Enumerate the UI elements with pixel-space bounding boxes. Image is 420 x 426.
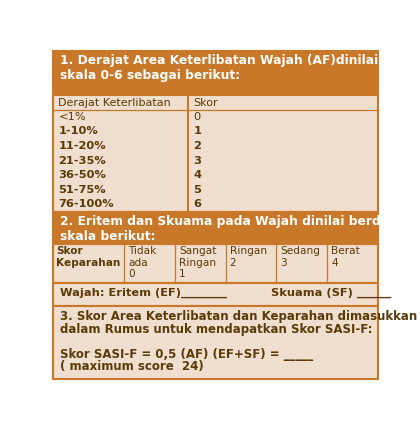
Text: 6: 6 <box>194 199 202 209</box>
Text: 21-35%: 21-35% <box>58 155 106 166</box>
Text: 76-100%: 76-100% <box>58 199 114 209</box>
Bar <box>52 51 378 95</box>
Text: Sangat
Ringan
1: Sangat Ringan 1 <box>179 246 216 279</box>
Bar <box>52 306 378 379</box>
Text: 2. Eritem dan Skuama pada Wajah dinilai berdasarkan
skala berikut:: 2. Eritem dan Skuama pada Wajah dinilai … <box>60 215 420 243</box>
Bar <box>52 283 378 306</box>
Text: 11-20%: 11-20% <box>58 141 106 151</box>
Text: 51-75%: 51-75% <box>58 185 106 195</box>
Text: 4: 4 <box>194 170 202 180</box>
Text: 3. Skor Area Keterlibatan dan Keparahan dimasukkan: 3. Skor Area Keterlibatan dan Keparahan … <box>60 310 417 323</box>
Text: Sedang
3: Sedang 3 <box>281 246 320 268</box>
Text: 1-10%: 1-10% <box>58 127 98 136</box>
Text: 5: 5 <box>194 185 201 195</box>
Text: Berat
4: Berat 4 <box>331 246 360 268</box>
Text: dalam Rumus untuk mendapatkan Skor SASI-F:: dalam Rumus untuk mendapatkan Skor SASI-… <box>60 323 372 336</box>
Text: Tidak
ada
0: Tidak ada 0 <box>128 246 156 279</box>
Text: Wajah: Eritem (EF)________           Skuama (SF) ______: Wajah: Eritem (EF)________ Skuama (SF) _… <box>60 288 391 298</box>
Text: 3: 3 <box>194 155 202 166</box>
Text: Skor: Skor <box>194 98 218 108</box>
Bar <box>52 244 378 283</box>
Text: Ringan
2: Ringan 2 <box>230 246 267 268</box>
Text: 1: 1 <box>194 127 201 136</box>
Text: 2: 2 <box>194 141 201 151</box>
Text: Derajat Keterlibatan: Derajat Keterlibatan <box>58 98 171 108</box>
Text: ( maximum score  24): ( maximum score 24) <box>60 360 203 373</box>
Bar <box>52 95 378 212</box>
Text: Skor
Keparahan: Skor Keparahan <box>56 246 121 268</box>
Text: 1. Derajat Area Keterlibatan Wajah (AF)dinilai dengan
skala 0-6 sebagai berikut:: 1. Derajat Area Keterlibatan Wajah (AF)d… <box>60 55 420 82</box>
Text: 36-50%: 36-50% <box>58 170 106 180</box>
Text: Skor SASI-F = 0,5 (AF) (EF+SF) = _____: Skor SASI-F = 0,5 (AF) (EF+SF) = _____ <box>60 348 313 361</box>
Bar <box>52 212 378 244</box>
Text: <1%: <1% <box>58 112 86 122</box>
Text: 0: 0 <box>194 112 201 122</box>
